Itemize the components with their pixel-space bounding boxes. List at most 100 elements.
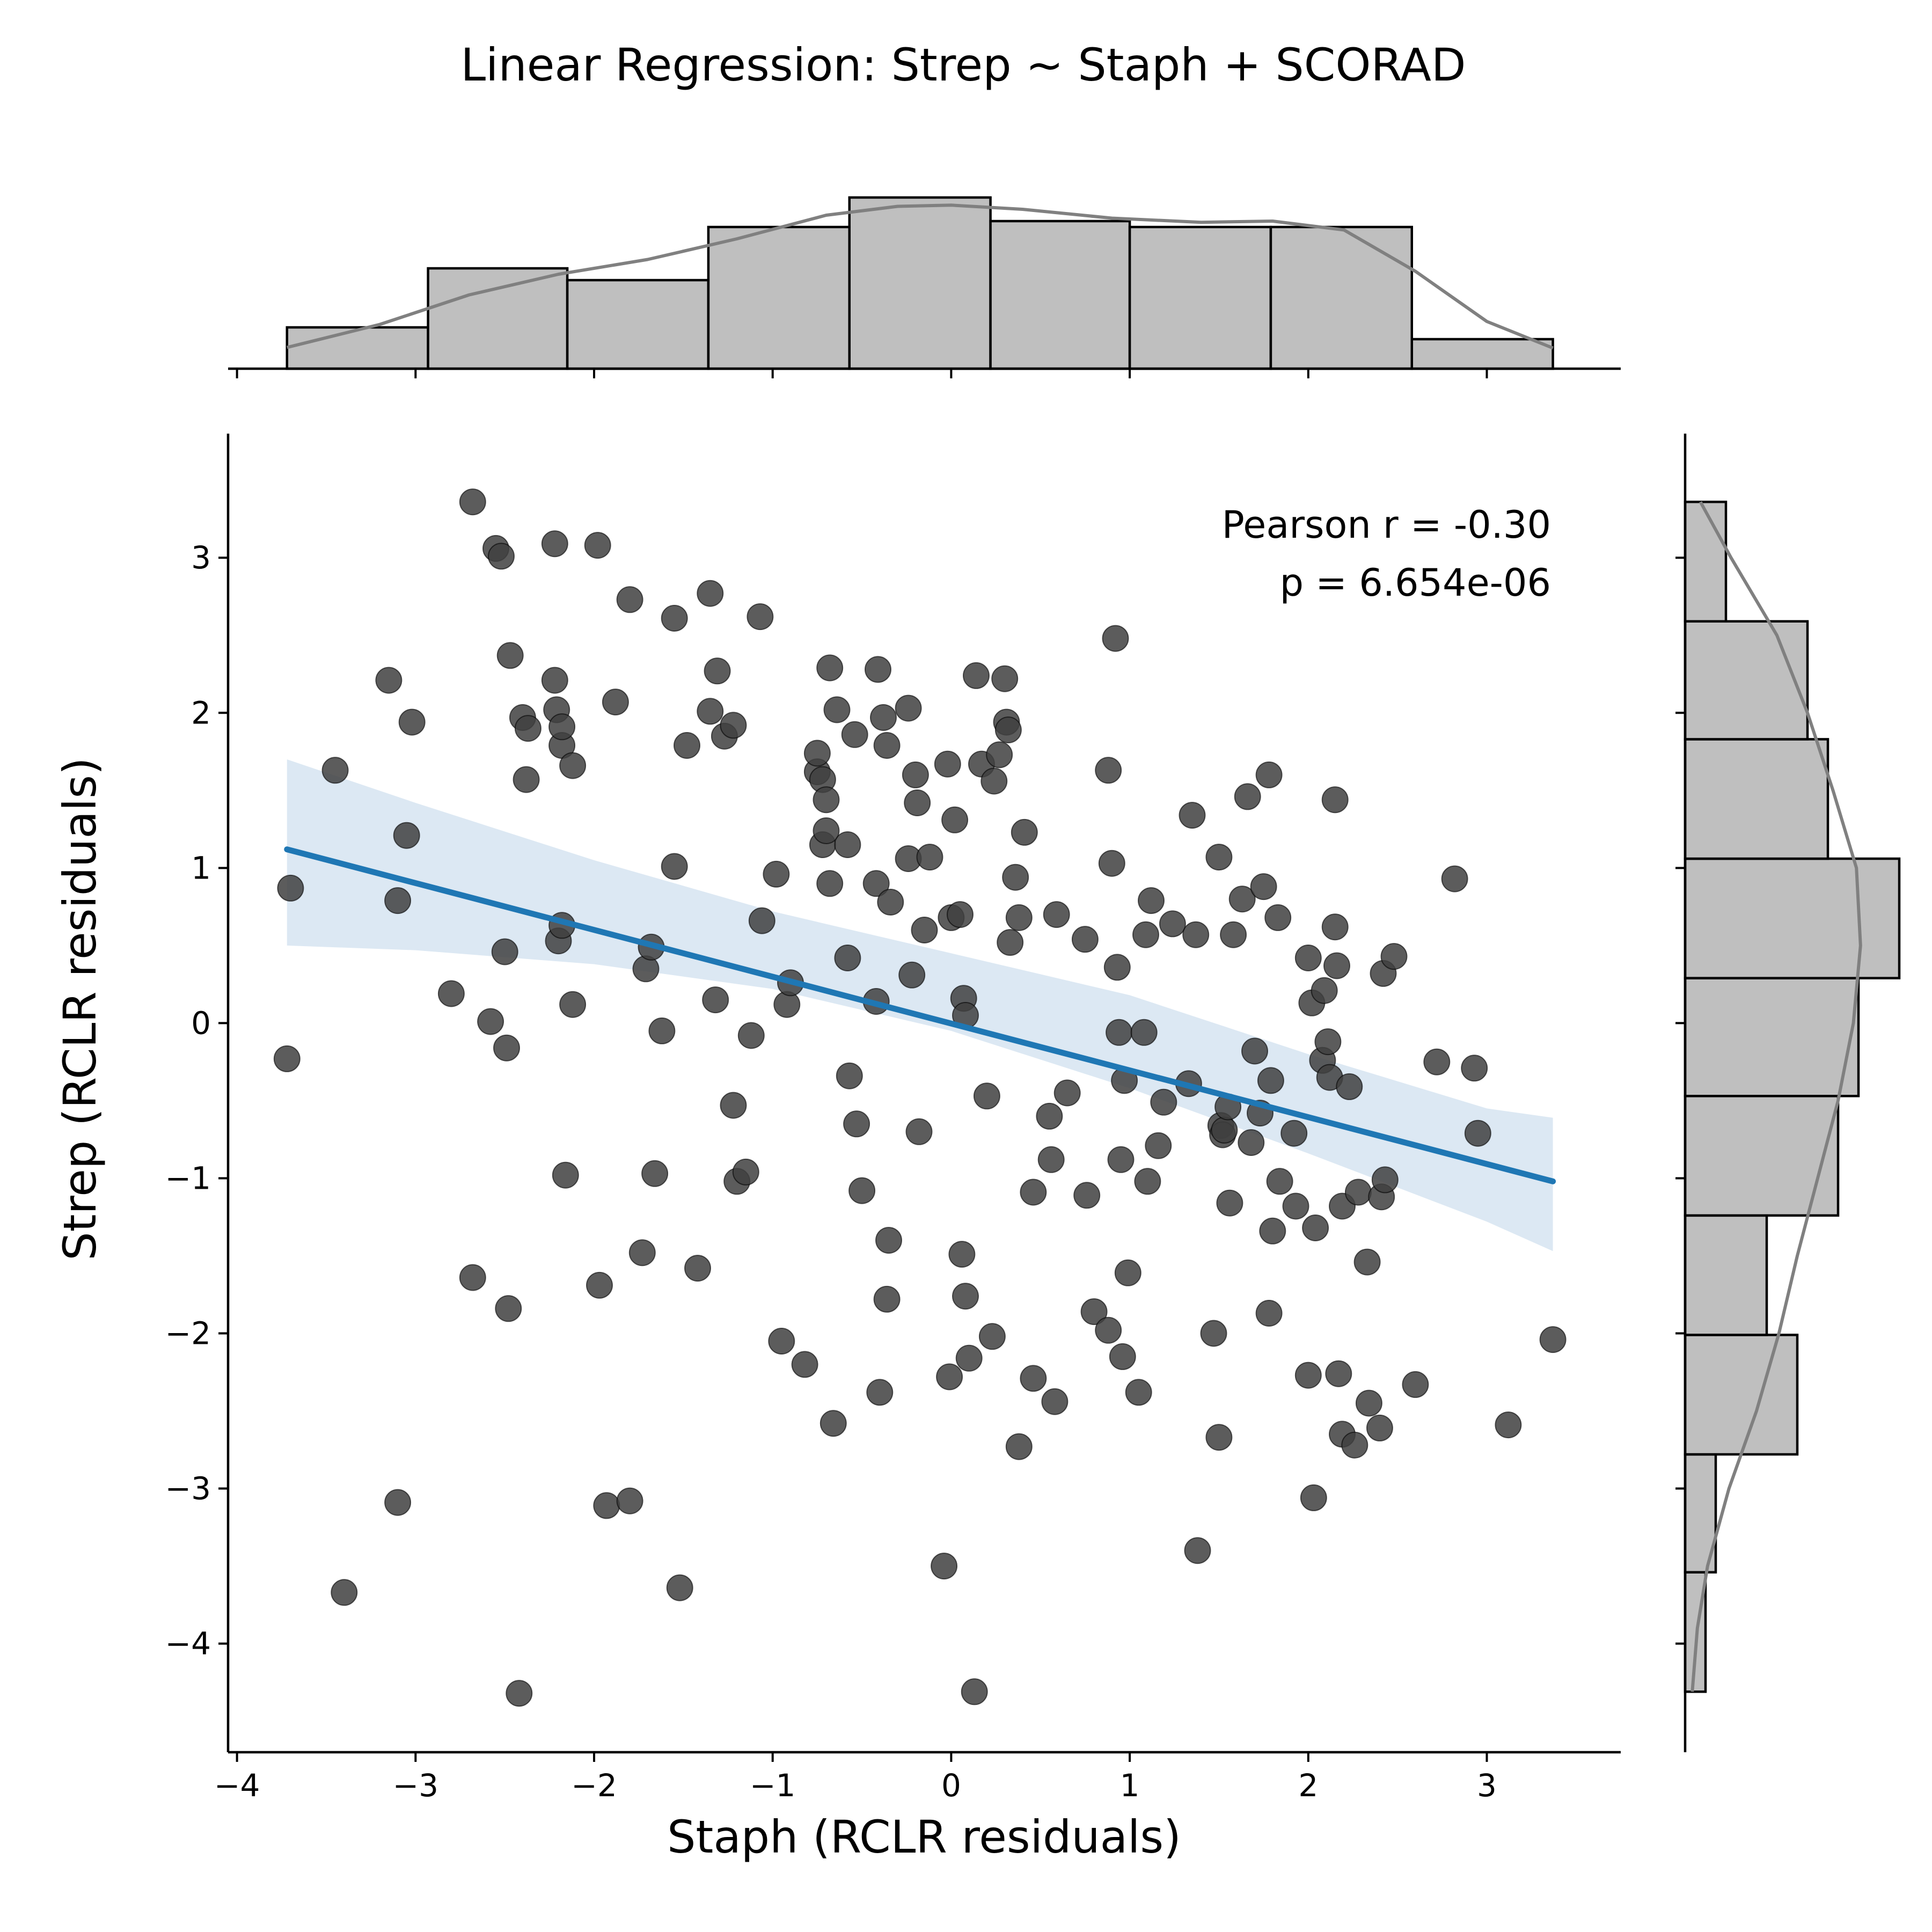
data-point: [602, 689, 629, 716]
data-point: [1200, 1320, 1227, 1347]
kde-curve: [1690, 501, 1862, 1692]
data-point: [720, 712, 747, 739]
data-point: [873, 732, 901, 759]
hist-bar: [1684, 1095, 1840, 1217]
x-tick-label: −1: [750, 1767, 796, 1804]
data-point: [1182, 921, 1210, 948]
data-point: [904, 789, 931, 816]
data-point: [1495, 1411, 1522, 1439]
data-point: [1259, 1217, 1286, 1245]
x-tick-label: 3: [1477, 1767, 1497, 1804]
data-point: [862, 870, 890, 897]
data-point: [1325, 1360, 1352, 1387]
y-axis-label: Strep (RCLR residuals): [54, 757, 106, 1261]
data-point: [1132, 921, 1159, 948]
data-point: [748, 907, 775, 934]
data-point: [1095, 1316, 1122, 1344]
y-tick-label: 1: [191, 850, 211, 886]
data-point: [1037, 1146, 1065, 1173]
data-point: [496, 642, 524, 669]
data-point: [1125, 1379, 1152, 1406]
data-point: [1134, 1168, 1161, 1195]
data-point: [616, 1487, 643, 1514]
y-tick-label: 0: [191, 1005, 211, 1041]
hist-bar: [1684, 620, 1809, 741]
data-point: [1150, 1088, 1177, 1116]
data-point: [586, 1271, 613, 1299]
data-point: [848, 1177, 876, 1204]
data-point: [866, 1379, 894, 1406]
hist-bar: [1684, 500, 1728, 623]
data-point: [834, 831, 861, 858]
confidence-band: [287, 759, 1553, 1252]
data-point: [732, 1158, 759, 1185]
data-point: [1159, 910, 1186, 938]
data-point: [1255, 1300, 1283, 1327]
data-point: [1314, 1028, 1342, 1056]
data-point: [1294, 1362, 1322, 1389]
data-point: [1323, 952, 1350, 979]
hist-bar: [286, 326, 429, 370]
data-point: [1539, 1326, 1567, 1353]
data-point: [1266, 1168, 1293, 1195]
data-point: [1380, 943, 1408, 970]
x-tick-label: 1: [1120, 1767, 1140, 1804]
data-point: [384, 1489, 412, 1516]
data-point: [1011, 818, 1038, 846]
data-point: [437, 980, 465, 1007]
data-point: [1336, 1073, 1363, 1100]
hist-bar: [848, 196, 992, 370]
data-point: [1073, 1182, 1101, 1209]
data-point: [514, 715, 541, 742]
data-point: [816, 870, 844, 897]
data-point: [584, 532, 611, 559]
data-point: [1138, 887, 1165, 914]
main-axes: −4 −3 −2 −1 0 1 2 3 −4 −3 −2 −1 0 1 2 3: [165, 434, 1621, 1804]
data-point: [1255, 761, 1283, 788]
data-point: [1205, 844, 1233, 871]
pearson-annotation: Pearson r = -0.30: [1222, 503, 1551, 547]
data-point: [1053, 1079, 1081, 1107]
data-point: [836, 1062, 863, 1089]
data-point: [541, 530, 568, 558]
hist-bar: [1684, 977, 1860, 1097]
data-point: [1002, 863, 1029, 891]
data-point: [1344, 1179, 1372, 1206]
data-point: [666, 1574, 693, 1601]
data-point: [495, 1295, 522, 1322]
hist-bar: [1684, 738, 1829, 860]
data-point: [1366, 1414, 1393, 1441]
data-point: [1464, 1119, 1491, 1147]
data-point: [875, 1227, 902, 1254]
regression-line: [284, 846, 1556, 1184]
data-point: [1095, 757, 1122, 784]
data-point: [1441, 865, 1468, 892]
data-point: [628, 1239, 656, 1267]
data-point: [1071, 926, 1099, 953]
data-point: [941, 806, 969, 833]
data-point: [1106, 1019, 1133, 1046]
data-point: [616, 586, 643, 613]
data-point: [1205, 1424, 1233, 1451]
data-point: [747, 603, 774, 631]
data-point: [1461, 1055, 1488, 1082]
x-tick-label: 0: [941, 1767, 961, 1804]
data-point: [1216, 1189, 1243, 1217]
data-point: [936, 1363, 963, 1391]
data-point: [277, 874, 304, 902]
data-point: [506, 1680, 533, 1707]
data-point: [895, 694, 922, 722]
kde-curve: [287, 203, 1554, 350]
x-axis-label: Staph (RCLR residuals): [667, 1811, 1181, 1863]
data-point: [1264, 904, 1292, 931]
y-tick-label: −2: [165, 1315, 211, 1352]
data-point: [905, 1118, 933, 1145]
data-point: [1020, 1179, 1047, 1206]
data-point: [980, 767, 1008, 795]
data-point: [1211, 1116, 1238, 1144]
data-point: [1130, 1019, 1158, 1046]
main-scatter-plot: −4 −3 −2 −1 0 1 2 3 −4 −3 −2 −1 0 1 2 3 Pearson r = -0.…: [165, 434, 1621, 1804]
hist-bar: [1269, 225, 1414, 370]
data-point: [477, 1008, 504, 1035]
